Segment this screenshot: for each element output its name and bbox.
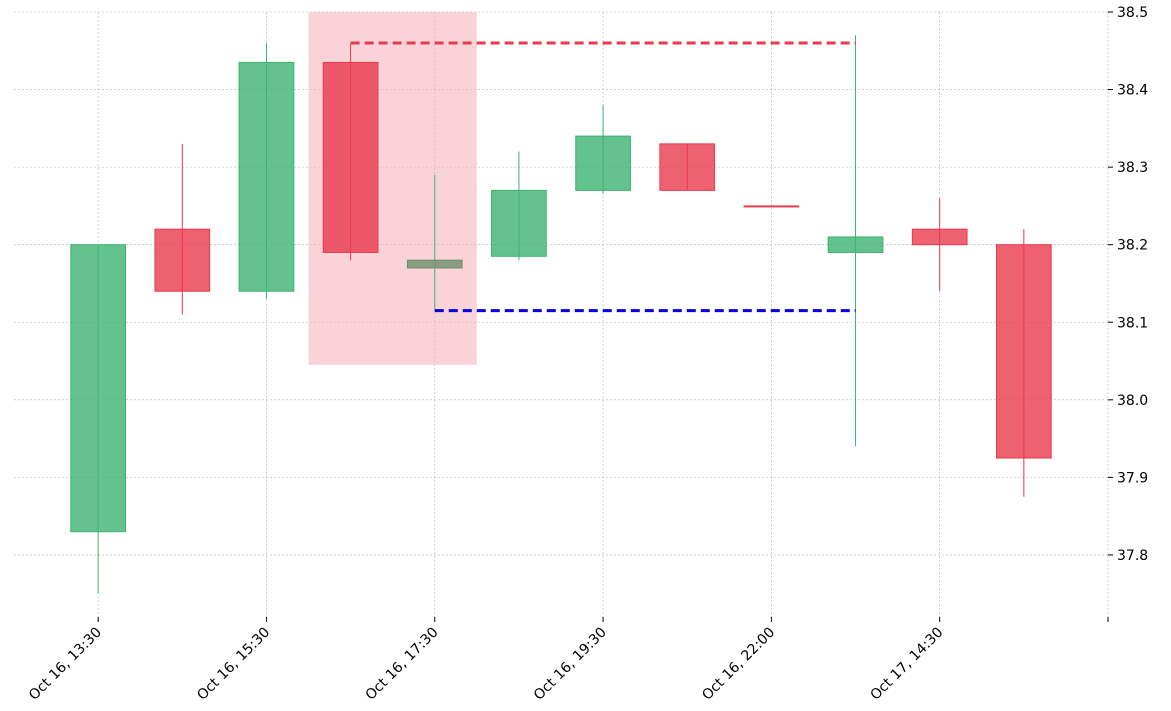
x-tick-label: Oct 16, 19:30: [531, 625, 610, 704]
candle-body: [659, 143, 716, 191]
candle-body: [154, 228, 211, 292]
candle-body: [491, 189, 547, 257]
y-tick-label: 38.2: [1117, 238, 1148, 254]
candles: [70, 35, 1052, 594]
axes: 37.8 37.9 38.0 38.1 38.2 38.3 38.4 38.5 Oct 16, …: [26, 5, 1148, 704]
candle-body: [322, 61, 379, 253]
level-lines: [350, 41, 856, 313]
x-tick-label: Oct 16, 15:30: [194, 625, 273, 704]
x-tick-label: Oct 16, 13:30: [26, 625, 105, 704]
candle-body: [238, 61, 295, 292]
candle-body: [575, 135, 631, 191]
y-tick-label: 37.9: [1117, 470, 1148, 486]
y-tick-label: 38.0: [1117, 393, 1148, 409]
y-tick-label: 38.3: [1117, 160, 1148, 176]
y-tick-label: 38.4: [1117, 83, 1148, 99]
grid-lines: [14, 11, 1109, 617]
y-tick-label: 38.5: [1117, 5, 1148, 21]
x-tick-label: Oct 16, 17:30: [363, 625, 442, 704]
candle-body: [995, 244, 1052, 459]
candle-body: [743, 205, 800, 208]
candle-body: [406, 259, 463, 269]
y-tick-label: 38.1: [1117, 315, 1148, 331]
y-tick-label: 37.8: [1117, 548, 1148, 564]
x-tick-label: Oct 16, 22:00: [699, 625, 778, 704]
x-tick-label: Oct 17, 14:30: [868, 625, 947, 704]
candle-body: [827, 236, 884, 253]
candle-body: [911, 228, 968, 246]
candle-body: [70, 244, 127, 533]
